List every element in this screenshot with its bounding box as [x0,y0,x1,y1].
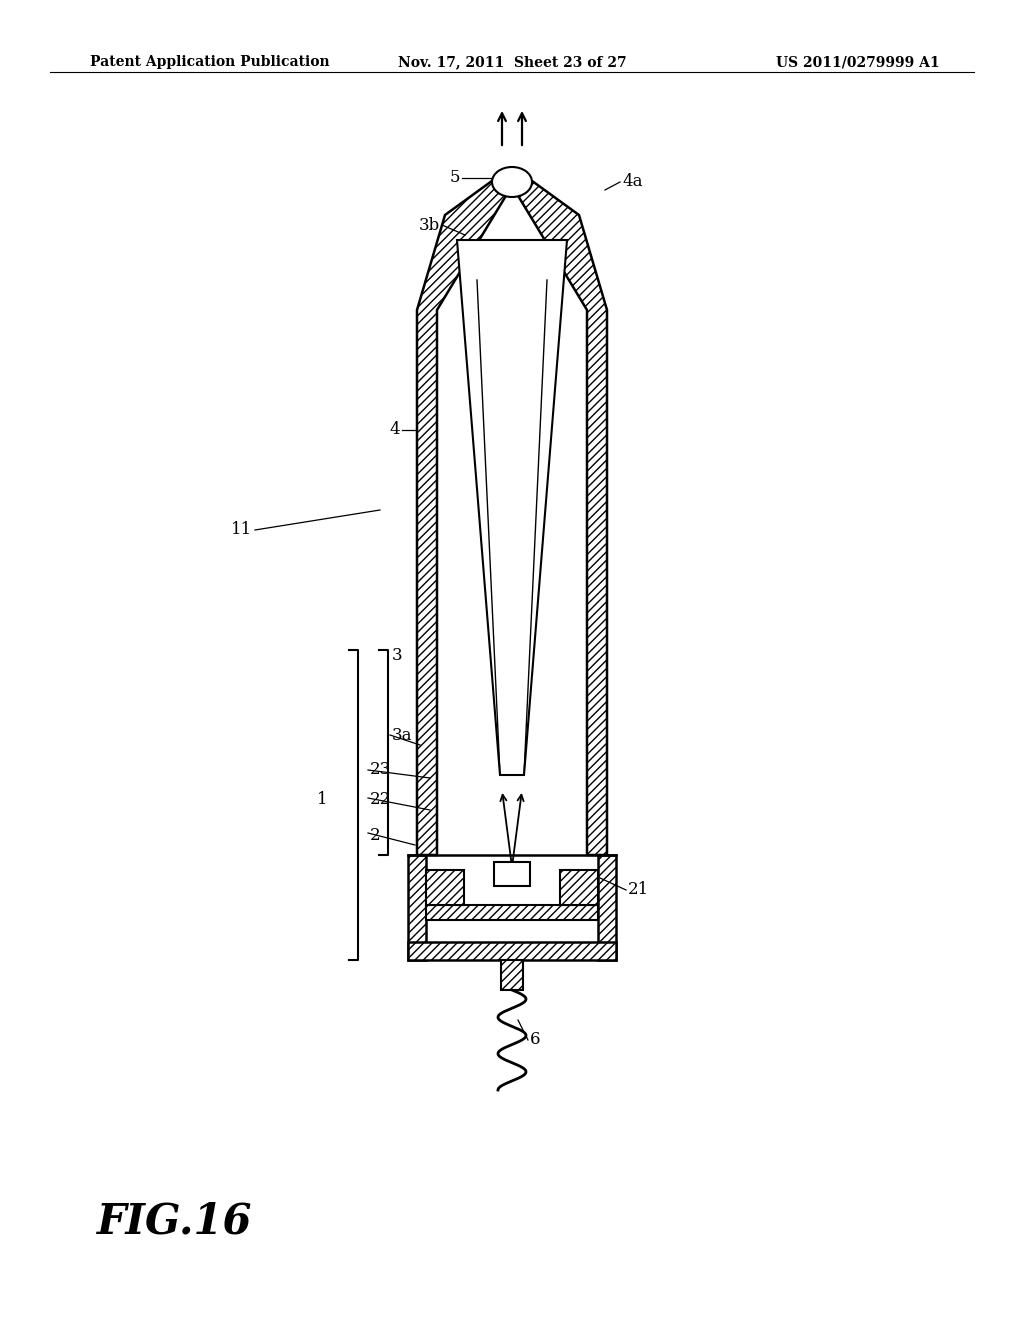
Text: 11: 11 [230,521,252,539]
Polygon shape [457,240,567,775]
Bar [494,862,530,886]
Polygon shape [560,870,598,906]
Text: 6: 6 [530,1031,541,1048]
Polygon shape [426,870,464,906]
Polygon shape [501,960,523,990]
Text: 22: 22 [370,792,391,808]
Text: 1: 1 [317,792,328,808]
Text: 23: 23 [370,762,391,779]
Text: FIG.16: FIG.16 [97,1200,253,1242]
Polygon shape [408,855,426,960]
Polygon shape [598,855,616,960]
Polygon shape [417,170,507,855]
Text: Patent Application Publication: Patent Application Publication [90,55,330,69]
Text: 3: 3 [392,647,402,664]
Polygon shape [408,942,616,960]
Text: 3b: 3b [419,216,440,234]
Text: 2: 2 [370,826,381,843]
Polygon shape [517,170,607,855]
Ellipse shape [492,168,532,197]
Text: 21: 21 [628,882,649,899]
Polygon shape [426,906,598,920]
Text: 4a: 4a [622,173,642,190]
Text: 5: 5 [450,169,460,186]
Text: 4: 4 [389,421,400,438]
Text: US 2011/0279999 A1: US 2011/0279999 A1 [776,55,940,69]
Text: 3a: 3a [392,726,413,743]
Text: Nov. 17, 2011  Sheet 23 of 27: Nov. 17, 2011 Sheet 23 of 27 [397,55,627,69]
